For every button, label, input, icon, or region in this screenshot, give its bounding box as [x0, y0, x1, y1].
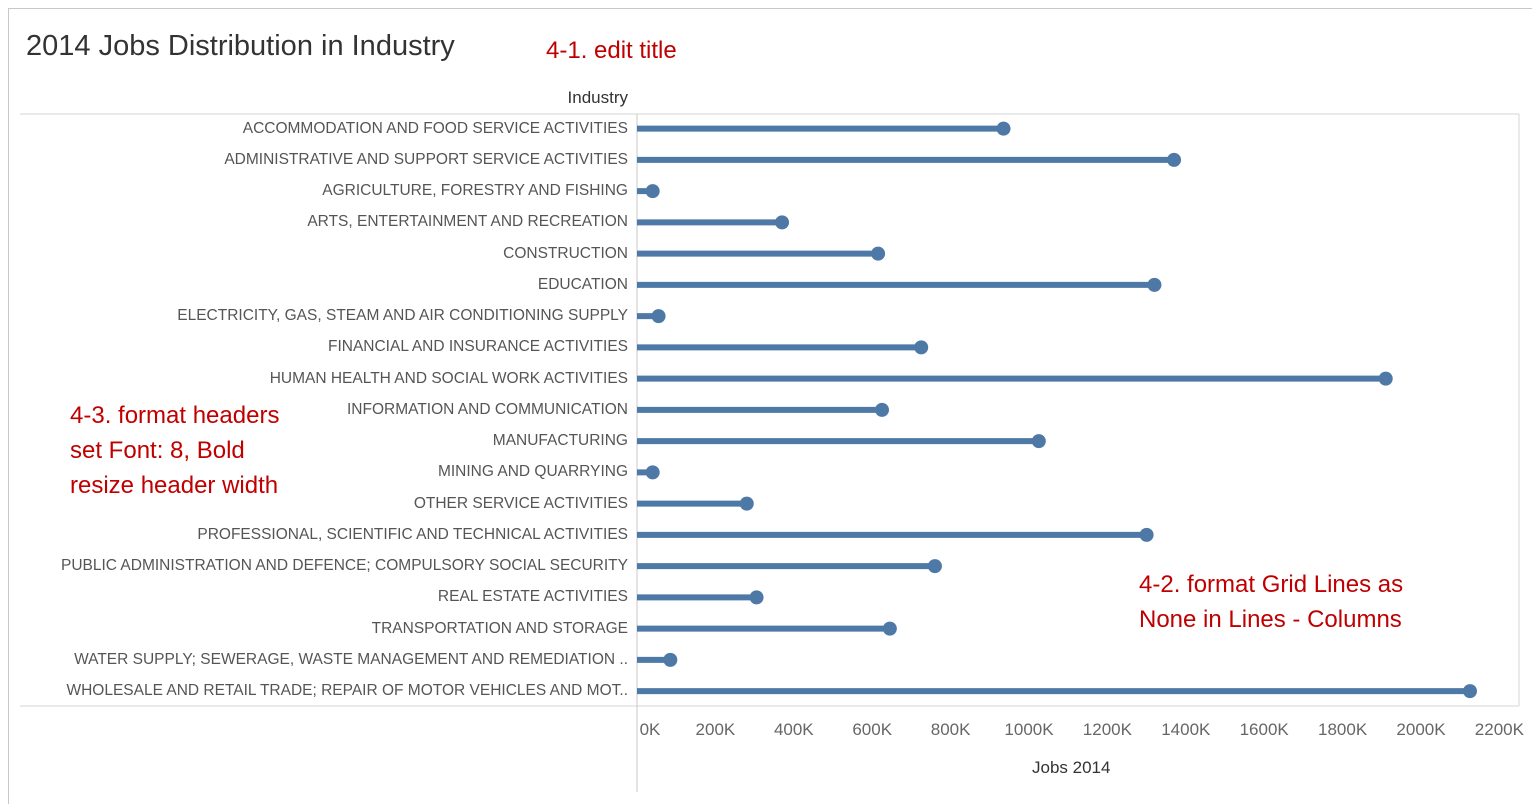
chart-title[interactable]: 2014 Jobs Distribution in Industry — [26, 30, 455, 62]
row-label[interactable]: MANUFACTURING — [492, 432, 628, 450]
x-tick-label: 1600K — [1239, 720, 1289, 739]
lollipop-dot[interactable] — [1139, 527, 1154, 542]
annotation-line: None in Lines - Columns — [1139, 606, 1402, 633]
row-label[interactable]: REAL ESTATE ACTIVITIES — [437, 588, 628, 606]
annotation-format-headers: 4-3. format headers set Font: 8, Bold re… — [70, 398, 279, 503]
row-label[interactable]: PUBLIC ADMINISTRATION AND DEFENCE; COMPU… — [60, 557, 628, 575]
x-tick-label: 800K — [930, 720, 971, 739]
row-label[interactable]: ARTS, ENTERTAINMENT AND RECREATION — [307, 213, 628, 231]
row-header-title[interactable]: Industry — [567, 88, 628, 107]
annotation-line: 4-2. format Grid Lines as — [1139, 571, 1404, 598]
lollipop-dot[interactable] — [775, 215, 790, 230]
annotation-edit-title: 4-1. edit title — [546, 37, 677, 64]
annotation-format-grid: 4-2. format Grid Lines as None in Lines … — [1139, 567, 1403, 637]
lollipop-dot[interactable] — [996, 121, 1011, 136]
row-label[interactable]: ELECTRICITY, GAS, STEAM AND AIR CONDITIO… — [177, 307, 628, 325]
lollipop-dot[interactable] — [875, 402, 889, 417]
row-label[interactable]: HUMAN HEALTH AND SOCIAL WORK ACTIVITIES — [269, 369, 628, 387]
lollipop-dot[interactable] — [1463, 684, 1477, 699]
x-tick-label: 1800K — [1318, 720, 1368, 739]
row-label[interactable]: TRANSPORTATION AND STORAGE — [371, 619, 628, 637]
lollipop-dot[interactable] — [1378, 371, 1393, 386]
row-label[interactable]: MINING AND QUARRYING — [437, 463, 628, 481]
row-label[interactable]: CONSTRUCTION — [503, 244, 628, 262]
row-label[interactable]: ACCOMMODATION AND FOOD SERVICE ACTIVITIE… — [242, 119, 628, 137]
annotation-line: set Font: 8, Bold — [70, 437, 245, 464]
x-axis-title[interactable]: Jobs 2014 — [1032, 758, 1111, 777]
row-label[interactable]: PROFESSIONAL, SCIENTIFIC AND TECHNICAL A… — [197, 525, 628, 543]
row-label[interactable]: WHOLESALE AND RETAIL TRADE; REPAIR OF MO… — [66, 682, 628, 700]
lollipop-dot[interactable] — [645, 184, 660, 199]
lollipop-dot[interactable] — [1167, 152, 1182, 167]
chart-frame — [8, 8, 1532, 804]
x-tick-label: 2000K — [1396, 720, 1446, 739]
row-label[interactable]: INFORMATION AND COMMUNICATION — [347, 400, 628, 418]
x-tick-label: 400K — [773, 720, 814, 739]
lollipop-dot[interactable] — [927, 559, 942, 574]
lollipop-dot[interactable] — [1031, 434, 1046, 449]
x-tick-label: 200K — [695, 720, 736, 739]
annotation-line: 4-3. format headers — [70, 402, 280, 429]
x-tick-label: 600K — [852, 720, 893, 739]
chart-marks — [637, 121, 1477, 699]
row-label[interactable]: EDUCATION — [537, 275, 628, 293]
lollipop-dot[interactable] — [663, 652, 678, 667]
annotation-line: resize header width — [70, 472, 279, 499]
row-label[interactable]: WATER SUPPLY; SEWERAGE, WASTE MANAGEMENT… — [74, 650, 628, 668]
row-label[interactable]: ADMINISTRATIVE AND SUPPORT SERVICE ACTIV… — [224, 150, 628, 168]
x-tick-label: 2200K — [1474, 720, 1524, 739]
x-tick-label: 1200K — [1082, 720, 1132, 739]
lollipop-dot[interactable] — [749, 590, 764, 605]
lollipop-dot[interactable] — [871, 246, 886, 261]
lollipop-dot[interactable] — [882, 621, 897, 636]
lollipop-dot[interactable] — [645, 465, 660, 480]
lollipop-dot[interactable] — [739, 496, 754, 511]
row-label[interactable]: AGRICULTURE, FORESTRY AND FISHING — [322, 182, 628, 200]
x-tick-label: 1400K — [1161, 720, 1211, 739]
row-label[interactable]: OTHER SERVICE ACTIVITIES — [413, 494, 628, 512]
row-label[interactable]: FINANCIAL AND INSURANCE ACTIVITIES — [327, 338, 628, 356]
lollipop-dot[interactable] — [914, 340, 929, 355]
x-tick-label: 1000K — [1004, 720, 1054, 739]
lollipop-dot[interactable] — [1147, 277, 1162, 292]
lollipop-dot[interactable] — [651, 309, 666, 324]
x-tick-label: 0K — [639, 720, 661, 739]
